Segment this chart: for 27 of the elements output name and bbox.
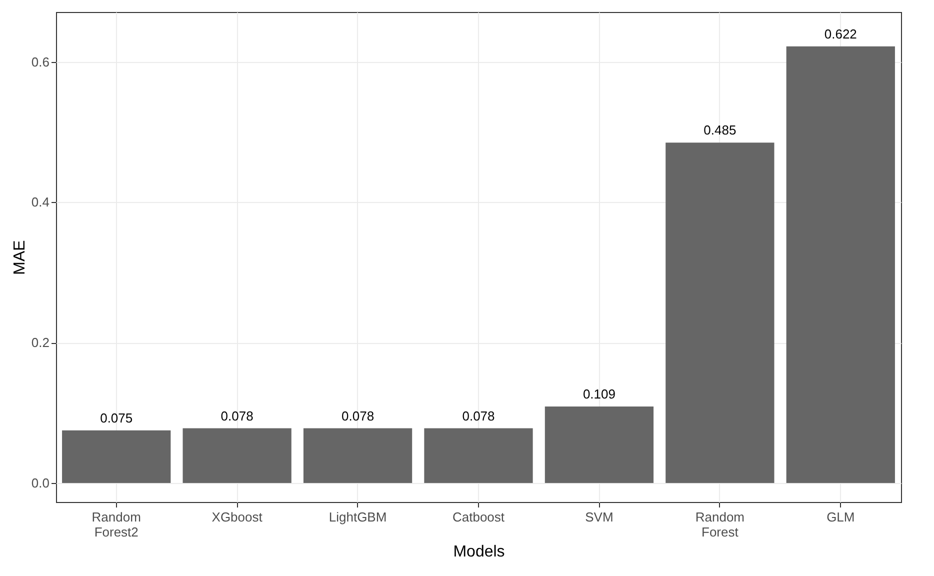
data-label: 0.078 <box>220 408 254 424</box>
y-tick-label: 0.6 <box>31 54 50 70</box>
x-tick-label: XGboost <box>212 510 263 524</box>
data-label: 0.078 <box>342 408 374 424</box>
x-tick-label: GLM <box>826 510 855 524</box>
data-label: 0.485 <box>704 122 736 138</box>
data-label: 0.078 <box>462 408 495 424</box>
bar <box>303 428 412 484</box>
y-axis-title: MAE <box>11 240 28 275</box>
bar <box>424 428 533 484</box>
y-tick-label: 0.2 <box>31 335 50 350</box>
x-tick-label: SVM <box>585 510 614 524</box>
y-tick-label: 0.0 <box>31 476 50 491</box>
data-label: 0.109 <box>582 386 616 402</box>
x-tick-label: Random Forest2 <box>92 510 141 540</box>
bar <box>544 406 654 484</box>
x-tick-label: LightGBM <box>328 510 387 524</box>
x-axis-title: Models <box>453 544 505 560</box>
data-label: 0.622 <box>824 26 857 42</box>
bar <box>666 142 774 484</box>
bar <box>182 428 292 484</box>
bar <box>62 430 171 484</box>
x-tick-label: Catboost <box>452 510 505 524</box>
y-tick-label: 0.4 <box>31 194 50 210</box>
data-label: 0.075 <box>100 410 133 426</box>
x-tick-label: Random Forest <box>695 510 744 540</box>
bar <box>786 46 895 484</box>
